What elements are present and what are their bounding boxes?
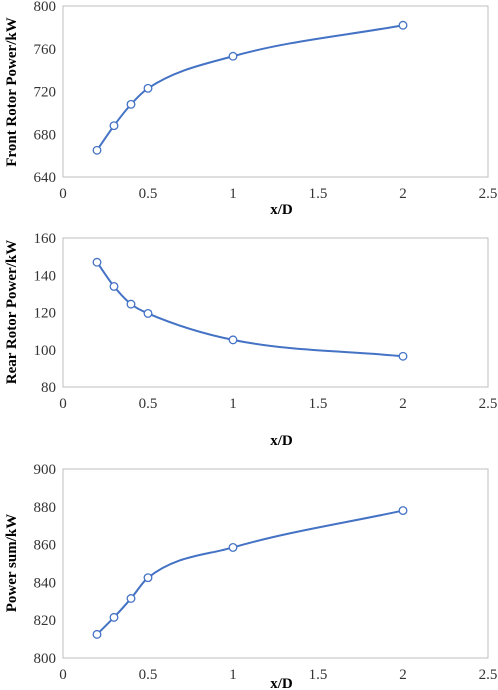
y-axis-label: Rear Rotor Power/kW	[4, 240, 20, 384]
x-tick-label: 2.5	[479, 396, 498, 412]
data-point	[398, 506, 408, 516]
y-axis-label: Front Rotor Power/kW	[4, 17, 20, 166]
y-tick-label: 640	[34, 170, 57, 186]
data-point	[92, 145, 102, 155]
x-tick-label: 0	[59, 396, 67, 412]
series-line	[96, 24, 404, 151]
x-tick-label: 2	[399, 186, 407, 202]
data-point	[109, 281, 119, 291]
y-tick-label: 120	[34, 306, 57, 322]
x-tick-label: 1	[229, 396, 237, 412]
x-axis-label: x/D	[270, 433, 293, 449]
data-point	[228, 335, 238, 345]
plot-area-border	[62, 237, 489, 388]
data-point	[92, 629, 102, 639]
x-tick-label: 0.5	[139, 186, 158, 202]
data-point	[228, 51, 238, 61]
x-tick-label: 1	[229, 667, 237, 683]
y-tick-label: 900	[34, 462, 57, 478]
y-tick-label: 860	[34, 538, 57, 554]
y-tick-label: 800	[34, 651, 57, 667]
x-axis-label: x/D	[270, 676, 293, 690]
y-tick-label: 720	[34, 85, 57, 101]
data-point	[228, 542, 238, 552]
x-tick-label: 1	[229, 186, 237, 202]
y-tick-label: 80	[41, 380, 56, 396]
x-tick-label: 1.5	[309, 186, 328, 202]
y-tick-label: 880	[34, 500, 57, 516]
data-point	[126, 594, 136, 603]
chart-2: 80 100 120 140 160 0 0.5 1 1.5 2 2.5 x/D Rear Rotor …	[4, 231, 497, 449]
x-tick-label: 0.5	[139, 667, 158, 683]
data-point	[126, 299, 136, 309]
data-point	[143, 573, 153, 583]
chart-3: 800 820 840 860 880 900 0 0.5 1 1.5 2 2.5 x/D Power s…	[4, 462, 497, 690]
data-point	[143, 83, 153, 93]
y-tick-label: 800	[34, 0, 57, 15]
data-point	[92, 257, 102, 267]
x-tick-label: 1.5	[309, 667, 328, 683]
x-axis-label: x/D	[270, 202, 293, 218]
x-tick-label: 2.5	[479, 186, 498, 202]
data-point	[143, 308, 153, 318]
x-tick-label: 0.5	[139, 396, 158, 412]
y-tick-label: 680	[34, 127, 57, 143]
data-point	[398, 20, 408, 30]
y-tick-label: 840	[34, 575, 57, 591]
series-line	[96, 261, 404, 358]
x-tick-label: 2.5	[479, 667, 498, 683]
series-line	[96, 509, 404, 636]
plot-area-border	[62, 468, 489, 659]
plot-area-border	[62, 5, 489, 178]
y-tick-label: 140	[34, 268, 57, 284]
y-tick-label: 100	[34, 343, 57, 359]
y-axis-label: Power sum/kW	[4, 514, 20, 612]
chart-1: 640 680 720 760 800 0 0.5 1 1.5 2 2.5 x/D Front Roto…	[4, 0, 497, 218]
data-point	[126, 99, 136, 109]
y-tick-label: 820	[34, 613, 57, 629]
x-tick-label: 0	[59, 186, 67, 202]
data-point	[398, 351, 408, 361]
data-point	[109, 612, 119, 622]
x-tick-label: 2	[399, 396, 407, 412]
data-point	[109, 121, 119, 131]
x-tick-label: 1.5	[309, 396, 328, 412]
x-tick-label: 0	[59, 667, 67, 683]
y-tick-label: 760	[34, 42, 57, 58]
y-tick-label: 160	[34, 231, 57, 247]
x-tick-label: 2	[399, 667, 407, 683]
